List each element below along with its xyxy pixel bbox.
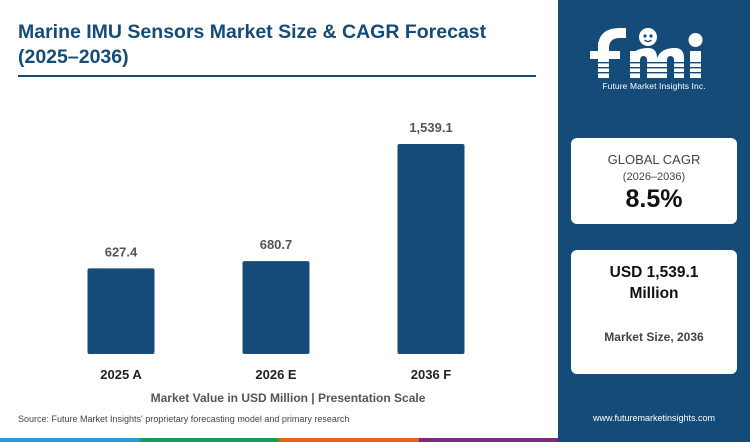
- category-label: 2036 F: [411, 367, 452, 382]
- strip-segment-1: [0, 438, 140, 442]
- chart-title: Marine IMU Sensors Market Size & CAGR Fo…: [18, 21, 487, 68]
- value-label: 627.4: [105, 244, 138, 259]
- bar-2036-f: [397, 144, 465, 354]
- market-size-value: USD 1,539.1 Million: [609, 264, 699, 302]
- category-label: 2025 A: [100, 367, 142, 382]
- market-size-label: Market Size, 2036: [604, 330, 704, 344]
- bar-2025-a: [87, 268, 155, 354]
- cagr-card: GLOBAL CAGR (2026–2036) 8.5%: [571, 138, 737, 224]
- market-size-card: USD 1,539.1 Million Market Size, 2036: [571, 250, 737, 374]
- bar-chart: 627.4 2025 A 680.7 2026 E 1,539.1 2036 F: [87, 120, 465, 382]
- cagr-value: 8.5%: [625, 185, 683, 213]
- strip-segment-3: [279, 438, 419, 442]
- bar-2026-e: [242, 261, 310, 354]
- strip-segment-2: [139, 438, 279, 442]
- source-note: Source: Future Market Insights' propriet…: [18, 414, 350, 424]
- x-axis-label: Market Value in USD Million | Presentati…: [150, 391, 426, 405]
- brand-name: Future Market Insights Inc.: [602, 81, 706, 91]
- website-link[interactable]: www.futuremarketinsights.com: [592, 413, 716, 423]
- cagr-label: GLOBAL CAGR: [607, 152, 701, 167]
- value-label: 680.7: [260, 237, 293, 252]
- title-underline: [18, 75, 536, 77]
- category-label: 2026 E: [255, 367, 297, 382]
- strip-segment-4: [418, 438, 558, 442]
- cagr-period: (2026–2036): [622, 171, 686, 183]
- color-strip: [0, 438, 558, 442]
- fmi-logo: [586, 28, 726, 78]
- side-panel: Future Market Insights Inc. GLOBAL CAGR …: [558, 0, 750, 442]
- value-label: 1,539.1: [409, 120, 452, 135]
